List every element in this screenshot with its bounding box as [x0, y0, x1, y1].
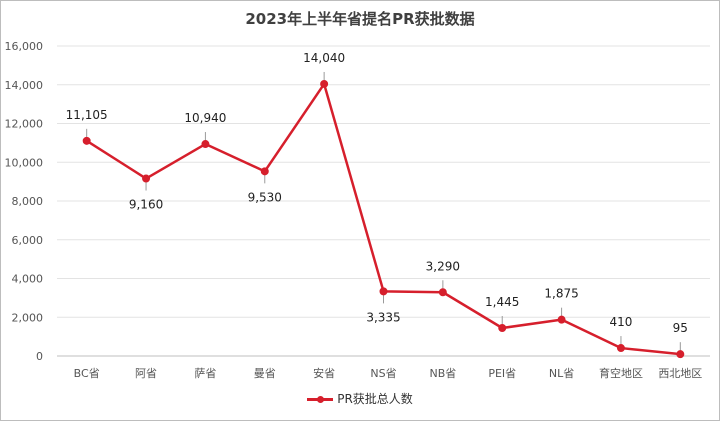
legend-label: PR获批总人数 — [337, 392, 413, 406]
data-label: 14,040 — [303, 51, 345, 65]
data-label: 3,290 — [426, 259, 460, 273]
data-label: 9,530 — [248, 190, 282, 204]
x-tick-label: 阿省 — [135, 367, 157, 380]
data-label: 410 — [610, 315, 633, 329]
data-point — [557, 315, 566, 324]
data-point — [320, 79, 329, 88]
data-point — [616, 344, 625, 353]
y-tick-label: 16,000 — [5, 40, 44, 53]
data-point — [379, 287, 388, 296]
x-tick-label: 育空地区 — [599, 366, 643, 380]
data-label: 10,940 — [184, 111, 226, 125]
data-point — [676, 350, 685, 359]
y-tick-label: 8,000 — [12, 195, 44, 208]
y-tick-label: 2,000 — [12, 311, 44, 324]
x-tick-label: BC省 — [74, 367, 100, 380]
y-tick-label: 12,000 — [5, 118, 44, 131]
data-point — [82, 136, 91, 145]
x-tick-label: NL省 — [549, 367, 574, 380]
y-tick-label: 6,000 — [12, 234, 44, 247]
x-tick-label: 曼省 — [254, 367, 276, 380]
x-tick-label: NS省 — [370, 367, 396, 380]
data-point — [201, 140, 210, 149]
x-tick-label: 安省 — [313, 366, 335, 380]
y-tick-label: 10,000 — [5, 156, 44, 169]
x-tick-label: NB省 — [429, 367, 456, 380]
y-tick-label: 14,000 — [5, 79, 44, 92]
legend: PR获批总人数 — [0, 390, 720, 407]
x-tick-label: 萨省 — [194, 367, 216, 380]
data-label: 95 — [673, 321, 688, 335]
data-point — [498, 324, 507, 333]
data-label: 11,105 — [66, 108, 108, 122]
data-point — [260, 167, 269, 176]
x-tick-label: 西北地区 — [658, 367, 702, 380]
data-label: 9,160 — [129, 198, 163, 212]
legend-swatch — [307, 393, 334, 405]
y-tick-label: 0 — [36, 350, 43, 363]
data-label: 3,335 — [366, 310, 400, 324]
x-tick-label: PEI省 — [488, 367, 516, 380]
data-label: 1,445 — [485, 295, 519, 309]
data-label: 1,875 — [544, 287, 578, 301]
data-point — [142, 174, 151, 183]
chart-title: 2023年上半年省提名PR获批数据 — [245, 10, 475, 28]
data-point — [438, 288, 447, 297]
y-tick-label: 4,000 — [12, 273, 44, 286]
